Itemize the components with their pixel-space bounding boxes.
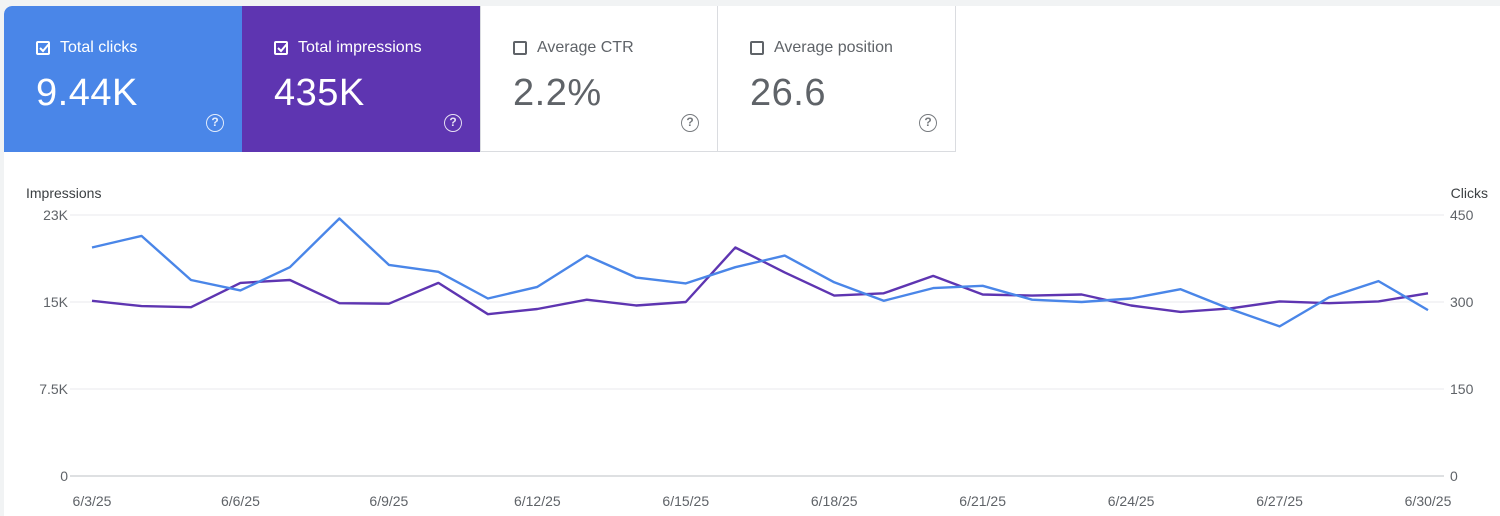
left-axis-title: Impressions [26, 185, 101, 201]
metric-value: 9.44K [36, 72, 138, 114]
y-right-tick-label: 0 [1450, 468, 1458, 484]
help-circle-icon[interactable]: ? [681, 114, 699, 132]
x-tick-label: 6/6/25 [221, 493, 260, 509]
y-right-tick-label: 300 [1450, 294, 1474, 310]
help-circle-icon[interactable]: ? [206, 114, 224, 132]
clicks-series-line [91, 246, 1429, 316]
y-tick-labels: 0 0 7.5K 150 15K 300 23K 450 [39, 207, 1473, 484]
chart-grid [70, 214, 1444, 477]
impressions-series-line [91, 217, 1429, 328]
x-tick-label: 6/3/25 [73, 493, 112, 509]
metric-card-average-ctr[interactable]: Average CTR 2.2% ? [480, 6, 718, 152]
help-circle-icon[interactable]: ? [444, 114, 462, 132]
help-circle-icon[interactable]: ? [919, 114, 937, 132]
metric-label: Average position [774, 39, 893, 56]
y-right-tick-label: 450 [1450, 207, 1474, 223]
metric-value: 2.2% [513, 72, 602, 114]
x-tick-labels: 6/3/25 6/6/25 6/9/25 6/12/25 6/15/25 6/18/25 6… [73, 493, 1452, 509]
metric-card-total-clicks[interactable]: Total clicks 9.44K ? [4, 6, 242, 152]
x-tick-label: 6/27/25 [1256, 493, 1303, 509]
chart-series [91, 217, 1429, 328]
checkbox-unchecked-icon[interactable] [513, 41, 527, 55]
checkbox-checked-icon[interactable] [36, 41, 50, 55]
metric-card-average-position[interactable]: Average position 26.6 ? [718, 6, 956, 152]
y-left-tick-label: 15K [43, 294, 69, 310]
x-tick-label: 6/24/25 [1108, 493, 1155, 509]
x-tick-label: 6/9/25 [369, 493, 408, 509]
metric-label: Average CTR [537, 39, 634, 56]
checkbox-checked-icon[interactable] [274, 41, 288, 55]
performance-panel: Total clicks 9.44K ? Total impressions 4… [4, 6, 1500, 516]
y-right-tick-label: 150 [1450, 381, 1474, 397]
y-left-tick-label: 23K [43, 207, 69, 223]
checkbox-unchecked-icon[interactable] [750, 41, 764, 55]
metric-cards: Total clicks 9.44K ? Total impressions 4… [4, 6, 956, 152]
x-tick-label: 6/21/25 [959, 493, 1006, 509]
x-tick-label: 6/18/25 [811, 493, 858, 509]
metric-label: Total clicks [60, 39, 138, 56]
metric-card-total-impressions[interactable]: Total impressions 435K ? [242, 6, 480, 152]
performance-chart[interactable]: Impressions Clicks 0 0 7.5K 150 15K 300 23K 450… [4, 6, 1500, 516]
right-axis-title: Clicks [1451, 185, 1488, 201]
x-tick-label: 6/30/25 [1405, 493, 1452, 509]
x-tick-label: 6/15/25 [662, 493, 709, 509]
y-left-tick-label: 7.5K [39, 381, 68, 397]
x-tick-label: 6/12/25 [514, 493, 561, 509]
y-left-tick-label: 0 [60, 468, 68, 484]
metric-label: Total impressions [298, 39, 422, 56]
metric-value: 26.6 [750, 72, 826, 114]
metric-value: 435K [274, 72, 365, 114]
